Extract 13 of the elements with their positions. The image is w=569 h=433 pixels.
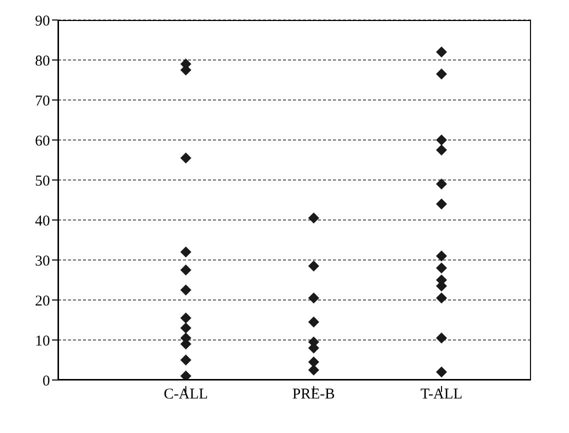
y-tick-label: 50: [35, 173, 50, 190]
x-tick-label: C-ALL: [164, 386, 208, 403]
y-tick-label: 60: [35, 133, 50, 150]
x-tick-label: PRE-B: [292, 386, 335, 403]
y-tick-label: 10: [35, 333, 50, 350]
y-tick-label: 40: [35, 213, 50, 230]
y-tick-label: 80: [35, 53, 50, 70]
y-tick-label: 90: [35, 13, 50, 30]
y-tick-label: 0: [42, 373, 50, 390]
y-tick-label: 70: [35, 93, 50, 110]
y-tick-label: 20: [35, 293, 50, 310]
y-tick-label: 30: [35, 253, 50, 270]
x-tick-label: T-ALL: [420, 386, 462, 403]
